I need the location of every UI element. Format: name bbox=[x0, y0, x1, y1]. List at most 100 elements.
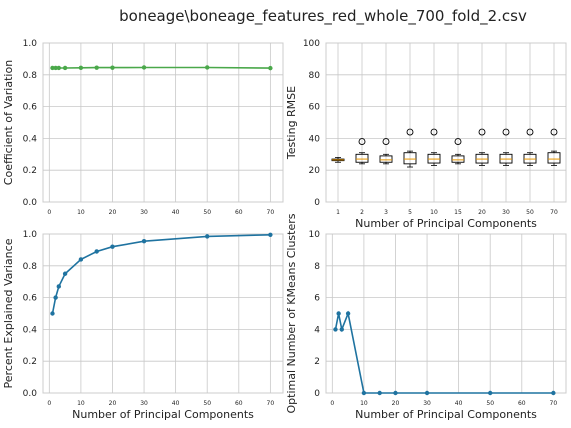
x-tick-label: 50 bbox=[526, 209, 534, 216]
x-tick-label: 30 bbox=[140, 209, 148, 216]
panel-kmeans: 0 2 4 6 8 10 0 10 20 30 40 50 60 70 Optimal Number of … bbox=[285, 213, 567, 421]
y-tick-label: 80 bbox=[309, 71, 321, 81]
outlier-point bbox=[358, 138, 366, 146]
x-tick-label: 20 bbox=[478, 209, 486, 216]
y-tick-label: 0.8 bbox=[23, 262, 38, 272]
y-tick-label: 1.0 bbox=[23, 230, 38, 240]
data-point bbox=[205, 65, 210, 70]
data-point bbox=[488, 390, 493, 396]
x-tick-label: 30 bbox=[423, 400, 431, 407]
data-point bbox=[94, 65, 99, 70]
data-point bbox=[551, 390, 556, 396]
outlier-point bbox=[454, 138, 462, 146]
data-point bbox=[336, 311, 341, 316]
data-point bbox=[94, 249, 99, 254]
plot-area-cv bbox=[42, 42, 284, 203]
data-point bbox=[141, 238, 147, 244]
y-tick-label: 0.4 bbox=[23, 325, 38, 335]
data-point bbox=[50, 311, 55, 316]
data-point bbox=[393, 390, 398, 396]
box-2 bbox=[355, 138, 369, 165]
x-tick-label: 40 bbox=[455, 400, 463, 407]
y-tick-label: 0 bbox=[314, 389, 320, 399]
y-tick-label: 0.6 bbox=[23, 294, 38, 304]
data-point bbox=[377, 390, 382, 396]
x-tick-label: 70 bbox=[550, 400, 558, 407]
y-tick-label: 60 bbox=[309, 103, 321, 113]
data-point bbox=[62, 65, 68, 71]
x-tick-label: 10 bbox=[430, 209, 438, 216]
x-tick-label: 50 bbox=[203, 209, 211, 216]
y-tick-label: 10 bbox=[309, 230, 321, 240]
series-line-kmeans bbox=[334, 310, 554, 394]
box-body bbox=[403, 152, 417, 165]
x-tick-label: 30 bbox=[502, 209, 510, 216]
x-tick-label: 70 bbox=[267, 400, 275, 407]
outlier-point bbox=[430, 128, 438, 136]
y-axis-label: Coefficient of Variation bbox=[2, 60, 15, 185]
y-tick-label: 0.4 bbox=[23, 134, 38, 144]
box-3 bbox=[379, 138, 393, 165]
data-point bbox=[361, 390, 367, 396]
box-15 bbox=[451, 138, 465, 165]
data-point bbox=[56, 65, 61, 71]
plot-area-kmeans bbox=[325, 233, 567, 394]
outlier-point bbox=[550, 128, 558, 136]
y-axis-label: Testing RMSE bbox=[285, 86, 298, 160]
x-tick-label: 3 bbox=[384, 209, 388, 216]
box-body bbox=[547, 152, 561, 164]
y-tick-label: 4 bbox=[314, 325, 320, 335]
data-point bbox=[78, 65, 84, 71]
x-axis-label: Number of Principal Components bbox=[355, 408, 537, 421]
y-tick-label: 2 bbox=[314, 357, 320, 367]
data-point bbox=[333, 327, 338, 332]
x-tick-label: 15 bbox=[454, 209, 462, 216]
x-tick-label: 30 bbox=[140, 400, 148, 407]
y-axis-label: Percent Explained Variance bbox=[2, 238, 15, 388]
data-point bbox=[56, 284, 61, 289]
plot-area-pev bbox=[42, 233, 284, 394]
outlier-point bbox=[382, 138, 390, 146]
y-tick-label: 0.2 bbox=[23, 357, 37, 367]
x-tick-label: 5 bbox=[408, 209, 412, 216]
y-tick-label: 0.6 bbox=[23, 103, 38, 113]
y-tick-label: 40 bbox=[309, 134, 321, 144]
x-tick-label: 40 bbox=[172, 400, 180, 407]
outlier-point bbox=[406, 128, 414, 136]
y-tick-label: 0.8 bbox=[23, 71, 38, 81]
x-tick-label: 60 bbox=[518, 400, 526, 407]
x-tick-label: 1 bbox=[336, 209, 340, 216]
box-body bbox=[355, 153, 369, 163]
data-point bbox=[62, 271, 68, 276]
outlier-point bbox=[478, 128, 486, 136]
x-tick-label: 10 bbox=[360, 400, 368, 407]
box-1 bbox=[331, 157, 345, 163]
data-point bbox=[339, 327, 344, 332]
y-tick-label: 0.0 bbox=[23, 389, 38, 399]
y-tick-label: 8 bbox=[314, 262, 320, 272]
box-50 bbox=[523, 128, 537, 166]
y-tick-label: 0.2 bbox=[23, 166, 37, 176]
panel-cv: 0.0 0.2 0.4 0.6 0.8 1.0 0 10 20 30 40 50 60 70 Coeffic… bbox=[2, 39, 284, 216]
y-axis-label: Optimal Number of KMeans Clusters bbox=[285, 213, 298, 413]
box-body bbox=[379, 155, 393, 163]
box-30 bbox=[499, 128, 513, 166]
x-tick-label: 0 bbox=[47, 209, 51, 216]
data-point bbox=[50, 65, 55, 71]
x-tick-label: 2 bbox=[360, 209, 364, 216]
data-point bbox=[78, 257, 84, 262]
y-tick-label: 6 bbox=[314, 294, 320, 304]
y-tick-label: 0.0 bbox=[23, 198, 38, 208]
x-tick-label: 50 bbox=[486, 400, 494, 407]
box-5 bbox=[403, 128, 417, 168]
x-axis-label: Number of Principal Components bbox=[72, 408, 254, 421]
data-point bbox=[205, 234, 210, 239]
x-tick-label: 0 bbox=[330, 400, 334, 407]
x-tick-label: 50 bbox=[203, 400, 211, 407]
x-tick-label: 70 bbox=[267, 209, 275, 216]
series-line-pev bbox=[51, 234, 271, 314]
box-20 bbox=[475, 128, 489, 166]
y-tick-label: 1.0 bbox=[23, 39, 38, 49]
box-body bbox=[451, 155, 465, 163]
box-10 bbox=[427, 128, 441, 166]
